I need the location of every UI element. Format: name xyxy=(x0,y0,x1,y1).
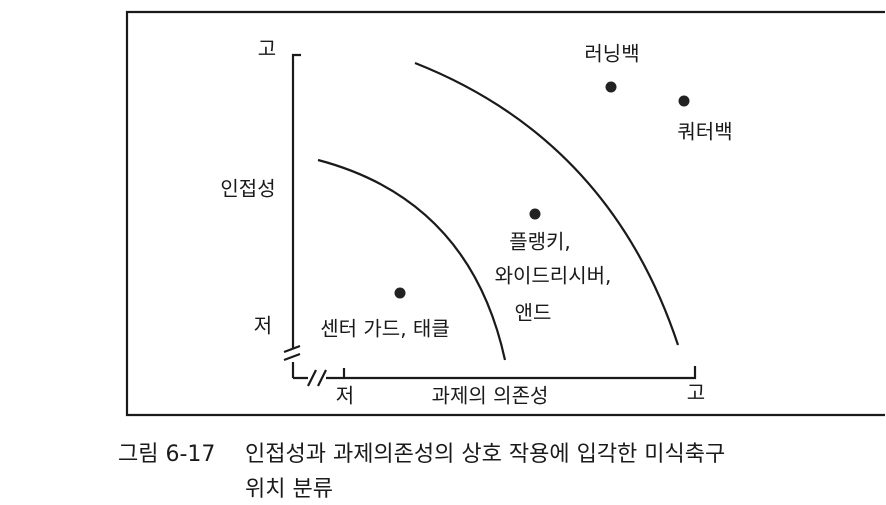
y-high: 고 xyxy=(258,37,276,61)
y-label: 인접성 xyxy=(220,177,275,201)
caption-line: 인접성과 과제의존성의 상호 작용에 입각한 미식축구 xyxy=(245,442,725,467)
point xyxy=(678,95,690,107)
caption-number: 그림 6-17 xyxy=(118,442,215,467)
boundary-curve xyxy=(317,158,507,361)
point xyxy=(529,208,541,220)
point-label: 센터 가드, 태클 xyxy=(320,317,449,341)
x-low: 저 xyxy=(336,384,354,408)
point-label: 와이드리시버, xyxy=(495,264,612,288)
y-axis xyxy=(291,53,301,378)
point-label: 앤드 xyxy=(515,301,552,325)
axis-break xyxy=(283,344,301,362)
x-high: 고 xyxy=(687,381,705,405)
frame xyxy=(125,10,885,417)
y-low: 저 xyxy=(254,314,272,338)
caption-line: 위치 분류 xyxy=(245,477,333,502)
point-label: 러닝백 xyxy=(584,42,639,66)
point-label: 플랭키, xyxy=(509,230,571,254)
point xyxy=(605,81,617,93)
x-label: 과제의 의존성 xyxy=(432,384,549,408)
boundary-curve xyxy=(414,61,680,346)
axis-break xyxy=(307,369,327,387)
x-axis xyxy=(293,366,697,380)
point xyxy=(394,287,406,299)
point-label: 쿼터백 xyxy=(677,120,732,144)
